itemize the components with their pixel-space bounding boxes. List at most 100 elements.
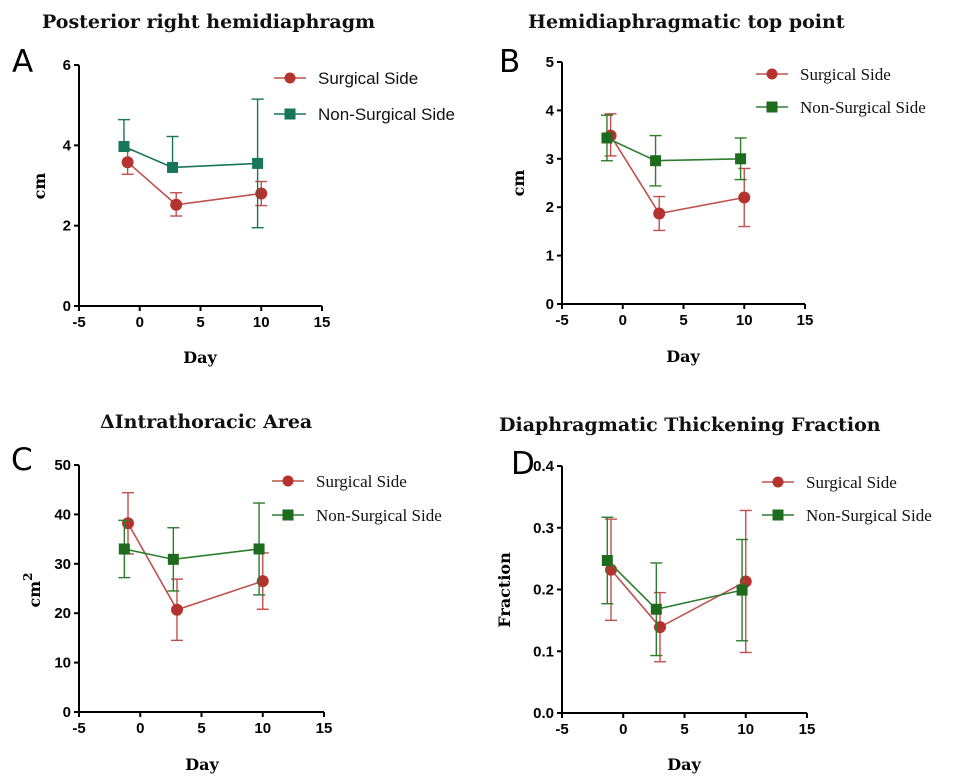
panel-d-title: Diaphragmatic Thickening Fraction bbox=[499, 414, 881, 436]
panel-c-x-axis-title: Day bbox=[185, 755, 219, 774]
panel-b-x-tick-label: 5 bbox=[679, 312, 687, 329]
panel-b-surgical-line bbox=[609, 135, 745, 215]
panel-a-x-axis-title: Day bbox=[183, 348, 217, 367]
panel-c-non-surgical-line bbox=[124, 548, 260, 561]
panel-a-surgical-point bbox=[170, 198, 183, 211]
panel-c-non-surgical-point bbox=[167, 553, 179, 565]
panel-d-y-tick-label: 0.0 bbox=[533, 705, 554, 722]
panel-d-surgical-legend-marker bbox=[772, 476, 784, 488]
panel-c-x-tick-label: 10 bbox=[254, 720, 271, 737]
panel-b-non-surgical-point bbox=[601, 132, 613, 144]
panel-b-x-tick-label: 0 bbox=[619, 312, 627, 329]
panel-d-non-surgical-legend-marker bbox=[772, 509, 784, 521]
panel-c-legend: Surgical Side Non-Surgical Side bbox=[272, 472, 442, 525]
panel-b-y-tick-label: 3 bbox=[546, 151, 554, 168]
panel-a-x-tick-label: 5 bbox=[196, 314, 204, 331]
panel-d-non-surgical-point bbox=[650, 603, 662, 615]
panel-c-non-surgical-point bbox=[253, 543, 265, 555]
panel-d-y-tick-label: 0.4 bbox=[533, 458, 555, 475]
panel-a-x-tick-label: 15 bbox=[314, 314, 331, 331]
panel-b-surgical-legend-label: Surgical Side bbox=[800, 65, 891, 84]
panel-b-y-tick-label: 4 bbox=[546, 102, 555, 119]
panel-b-non-surgical-point bbox=[735, 153, 747, 165]
panel-c-y-axis-title: cm2 bbox=[21, 572, 44, 607]
panel-d-x-tick-label: -5 bbox=[555, 721, 568, 738]
panel-c-y-tick-label: 50 bbox=[54, 457, 71, 474]
panel-c-x-tick-label: 0 bbox=[136, 720, 144, 737]
panel-a-surgical-legend-label: Surgical Side bbox=[318, 69, 418, 88]
panel-c-surgical-line bbox=[127, 522, 264, 611]
panel-b-y-tick-label: 5 bbox=[546, 54, 554, 71]
panel-d-x-tick-label: 10 bbox=[737, 721, 754, 738]
panel-c-non-surgical-legend-label: Non-Surgical Side bbox=[316, 506, 442, 525]
panel-b-y-axis-title: cm bbox=[509, 170, 528, 197]
panel-d-y-tick-label: 0.2 bbox=[533, 582, 554, 599]
panel-b-non-surgical-line bbox=[606, 137, 741, 162]
panel-b-y-tick-label: 1 bbox=[546, 248, 554, 265]
panel-b-surgical-legend-marker bbox=[766, 68, 778, 80]
panel-c-y-tick-label: 20 bbox=[54, 605, 71, 622]
panel-c-y-axis-title-base: cm bbox=[25, 581, 44, 608]
panel-d-surgical-point bbox=[654, 621, 666, 634]
panel-a-letter: A bbox=[12, 44, 33, 80]
panel-a-surgical-line bbox=[127, 161, 262, 206]
panel-c-y-axis-title-superscript: 2 bbox=[21, 572, 35, 580]
panel-b-legend: Surgical Side Non-Surgical Side bbox=[756, 65, 926, 117]
panel-b-surgical-point bbox=[653, 207, 666, 220]
panel-c-surgical-legend-marker bbox=[282, 475, 294, 487]
panel-a-x-tick-label: -5 bbox=[72, 314, 85, 331]
panel-d-x-tick-label: 0 bbox=[619, 721, 627, 738]
panel-b-non-surgical-legend-marker bbox=[766, 101, 778, 113]
panel-c-y-tick-label: 30 bbox=[54, 556, 71, 573]
panel-a-non-surgical-legend-marker bbox=[284, 108, 296, 120]
panel-d: Diaphragmatic Thickening Fraction D 0.0 0… bbox=[495, 414, 932, 774]
panel-b-surgical-point bbox=[738, 191, 751, 204]
panel-d-y-tick-label: 0.1 bbox=[533, 643, 554, 660]
panel-b-non-surgical-point bbox=[650, 155, 662, 167]
panel-a-non-surgical-point bbox=[118, 141, 130, 153]
panel-a-y-tick-label: 4 bbox=[63, 137, 72, 154]
panel-a-surgical-legend-marker bbox=[284, 72, 296, 84]
panel-d-non-surgical-legend-label: Non-Surgical Side bbox=[806, 506, 932, 525]
panel-c-surgical-legend-label: Surgical Side bbox=[316, 472, 407, 491]
panel-c-x-tick-label: 5 bbox=[197, 720, 205, 737]
panel-a-title: Posterior right hemidiaphragm bbox=[42, 11, 375, 33]
panel-a-non-surgical-line bbox=[123, 145, 258, 169]
panel-b-non-surgical-legend-label: Non-Surgical Side bbox=[800, 98, 926, 117]
panel-c-non-surgical-point bbox=[118, 543, 130, 555]
panel-c-x-tick-label: 15 bbox=[316, 720, 333, 737]
panel-b-x-tick-label: 10 bbox=[736, 312, 753, 329]
panel-c-title: ΔIntrathoracic Area bbox=[100, 411, 312, 433]
panel-c-non-surgical-legend-marker bbox=[282, 509, 294, 521]
panel-a-surgical-point bbox=[121, 156, 134, 169]
panel-a-x-tick-label: 10 bbox=[253, 314, 270, 331]
panel-d-x-tick-label: 15 bbox=[799, 721, 816, 738]
panel-d-non-surgical-point bbox=[736, 584, 748, 596]
panel-d-letter: D bbox=[511, 446, 535, 482]
panel-c-x-tick-label: -5 bbox=[72, 720, 85, 737]
panel-d-non-surgical-point bbox=[601, 554, 613, 566]
panel-c-letter: C bbox=[11, 442, 33, 478]
panel-b-x-tick-label: -5 bbox=[555, 312, 568, 329]
panel-d-surgical-legend-label: Surgical Side bbox=[806, 473, 897, 492]
panel-c-y-tick-label: 0 bbox=[63, 704, 71, 721]
panel-a-x-tick-label: 0 bbox=[136, 314, 144, 331]
panel-d-surgical-line bbox=[610, 569, 747, 629]
panel-b-x-tick-label: 15 bbox=[797, 312, 814, 329]
panel-a-y-tick-label: 6 bbox=[63, 57, 71, 74]
panel-a-non-surgical-legend-label: Non-Surgical Side bbox=[318, 105, 455, 124]
panel-d-non-surgical-line bbox=[606, 559, 743, 611]
panel-a-non-surgical-point bbox=[252, 157, 264, 169]
panel-d-plot: 0.0 0.1 0.2 0.3 0.4 -5 0 5 10 15 bbox=[533, 458, 815, 738]
panel-b-y-tick-label: 2 bbox=[546, 199, 554, 216]
panel-a-y-tick-label: 2 bbox=[63, 218, 71, 235]
panel-a-legend: Surgical Side Non-Surgical Side bbox=[274, 69, 455, 124]
panel-d-legend: Surgical Side Non-Surgical Side bbox=[762, 473, 932, 525]
